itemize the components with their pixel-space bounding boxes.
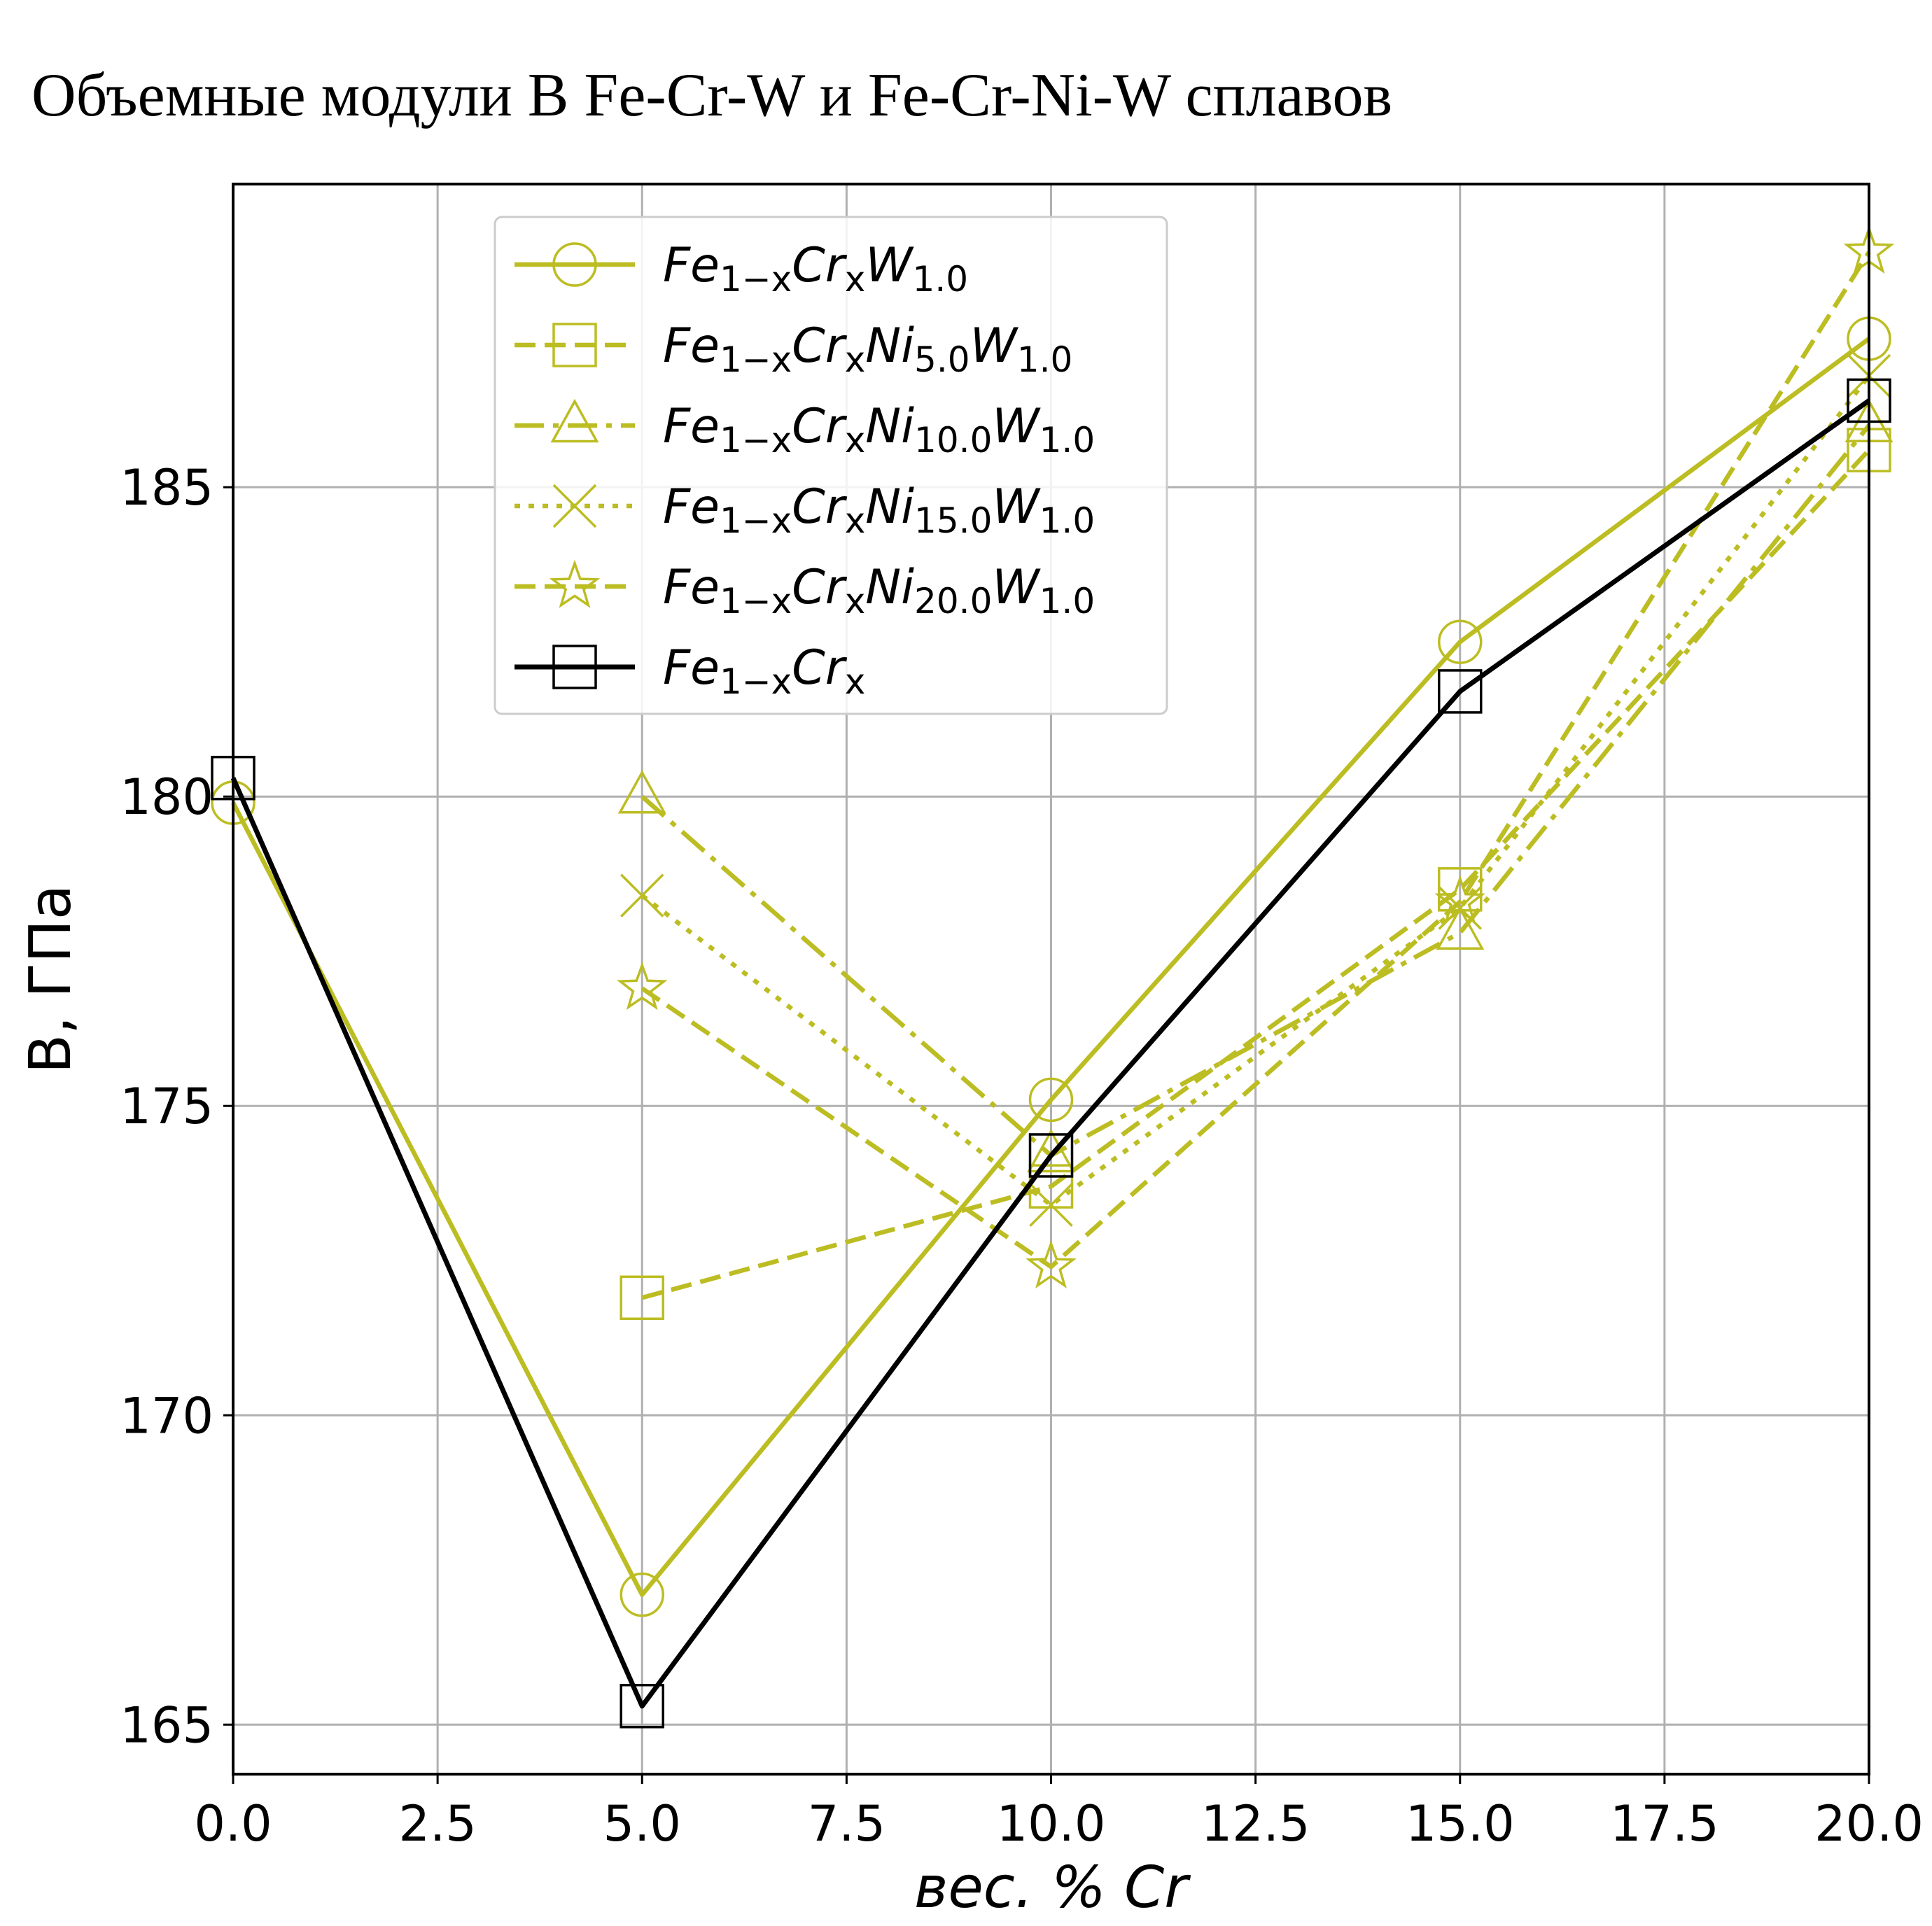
x-tick-label: 17.5 bbox=[1610, 1795, 1719, 1853]
square-marker bbox=[620, 1275, 664, 1321]
series-layer bbox=[211, 225, 1895, 1729]
legend-label: Fe1−xCrx bbox=[663, 640, 865, 702]
x-tick-label: 12.5 bbox=[1201, 1795, 1310, 1853]
x-tick-label: 15.0 bbox=[1406, 1795, 1515, 1853]
square-marker bbox=[552, 323, 597, 367]
x-tick-label: 20.0 bbox=[1814, 1795, 1924, 1853]
square-marker bbox=[1028, 1133, 1074, 1178]
series-line bbox=[640, 374, 1871, 1207]
legend: Fe1−xCrxW1.0 Fe1−xCrxNi5.0W1.0 Fe1−xCrxNi1… bbox=[493, 216, 1168, 715]
square-marker bbox=[552, 645, 597, 689]
y-tick-label: 185 bbox=[120, 459, 214, 516]
x-tick-label: 5.0 bbox=[603, 1795, 681, 1853]
x-axis-label: вес. % Cr bbox=[914, 1855, 1191, 1921]
triangle-marker bbox=[550, 398, 599, 443]
legend-label: Fe1−xCrxNi5.0W1.0 bbox=[663, 318, 1072, 380]
series-line bbox=[231, 337, 1870, 1597]
series-line bbox=[641, 448, 1871, 1300]
square-marker bbox=[620, 1684, 664, 1729]
y-tick-label: 165 bbox=[120, 1696, 214, 1754]
y-axis-label: B, ГПа bbox=[18, 885, 84, 1074]
circle-marker bbox=[1438, 619, 1483, 664]
x-marker bbox=[1029, 1183, 1073, 1227]
circle-marker bbox=[1028, 1077, 1074, 1123]
x-tick-label: 2.5 bbox=[398, 1795, 476, 1853]
legend-label: Fe1−xCrxNi15.0W1.0 bbox=[663, 479, 1095, 541]
x-marker bbox=[552, 484, 597, 528]
ticks: 0.0 2.5 5.0 7.5 10.0 12.5 15.0 17.5 20.0 165 170 17… bbox=[120, 459, 1924, 1853]
series-line bbox=[640, 251, 1871, 1270]
x-tick-label: 7.5 bbox=[808, 1795, 886, 1853]
legend-box bbox=[493, 216, 1168, 715]
x-tick-label: 0.0 bbox=[194, 1795, 272, 1853]
x-marker bbox=[620, 873, 664, 918]
star-marker bbox=[549, 559, 601, 608]
y-tick-label: 175 bbox=[120, 1078, 214, 1135]
circle-marker bbox=[620, 1572, 664, 1617]
y-tick-label: 180 bbox=[120, 768, 214, 826]
y-tick-label: 170 bbox=[120, 1387, 214, 1444]
star-marker bbox=[1026, 1239, 1077, 1288]
square-marker bbox=[1438, 669, 1483, 714]
triangle-marker bbox=[617, 770, 666, 814]
legend-label: Fe1−xCrxW1.0 bbox=[663, 238, 968, 300]
series-line bbox=[230, 398, 1871, 1709]
circle-marker bbox=[552, 242, 597, 287]
star-marker bbox=[616, 962, 668, 1011]
series-line bbox=[640, 423, 1871, 1158]
star-marker bbox=[1434, 875, 1486, 924]
legend-label: Fe1−xCrxNi20.0W1.0 bbox=[663, 560, 1095, 621]
chart-title: Объемные модули B Fe-Cr-W и Fe-Cr-Ni-W с… bbox=[31, 62, 1392, 129]
x-tick-label: 10.0 bbox=[997, 1795, 1106, 1853]
triangle-marker bbox=[1027, 1128, 1075, 1173]
triangle-marker bbox=[1436, 906, 1485, 950]
legend-label: Fe1−xCrxNi10.0W1.0 bbox=[663, 399, 1095, 461]
